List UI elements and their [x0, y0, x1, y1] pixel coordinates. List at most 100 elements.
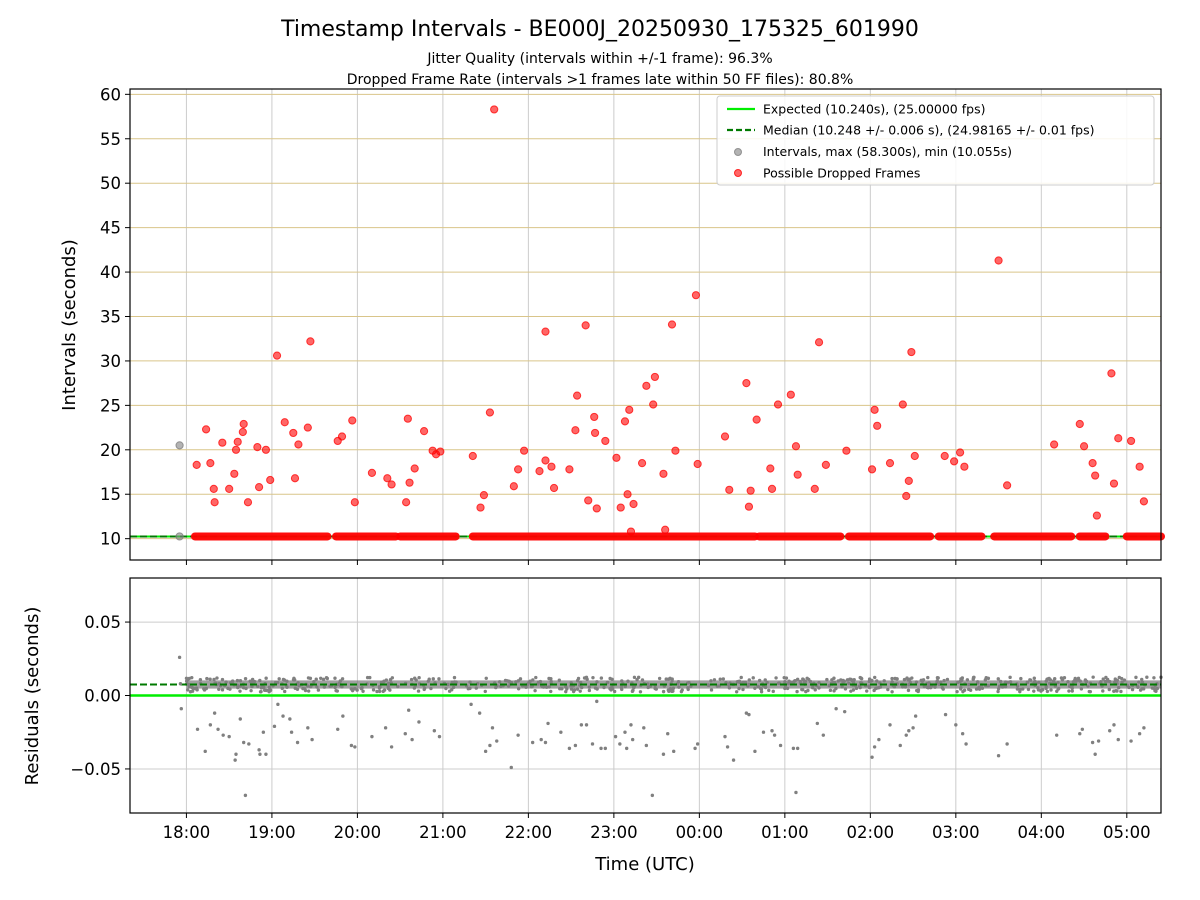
residual-point [276, 702, 280, 707]
dropped-frame-point [584, 496, 593, 505]
residual-point [718, 677, 722, 681]
dropped-frame-point [814, 338, 824, 347]
intervals-series [130, 105, 1165, 541]
residual-point [886, 687, 890, 692]
residual-point [1066, 680, 1070, 684]
residual-point [744, 711, 749, 715]
dropped-frame-point [238, 427, 247, 437]
dropped-frame-point [691, 291, 701, 300]
residual-point [791, 680, 796, 684]
legend-dropped-swatch [734, 169, 742, 177]
residual-point [288, 717, 292, 721]
dropped-frame-point [243, 498, 253, 507]
dropped-frame-point [303, 423, 312, 432]
residual-point [670, 679, 674, 683]
residual-point [477, 711, 482, 715]
residual-point [452, 675, 457, 680]
dropped-frame-point [192, 460, 201, 470]
residual-point [867, 685, 872, 690]
residual-point [243, 676, 248, 681]
residual-point [849, 689, 853, 693]
residual-point [582, 676, 587, 680]
dropped-frame-point [1107, 369, 1116, 378]
residual-point [746, 684, 750, 688]
residual-point [958, 679, 962, 684]
dropped-frame-point [659, 469, 668, 478]
dropped-frame-point [956, 448, 965, 457]
residuals-y-tick-label: 0.05 [84, 613, 121, 632]
dropped-frame-point [490, 105, 499, 114]
residual-point [1078, 731, 1082, 736]
residual-point [915, 688, 919, 693]
residual-point [437, 677, 441, 681]
residual-point [943, 712, 948, 717]
dropped-frame-point [514, 465, 523, 474]
dropped-frame-point [671, 446, 680, 455]
dropped-frame-point [266, 475, 275, 485]
dropped-frame-point [476, 503, 485, 512]
dropped-frame-point [1075, 419, 1084, 429]
residual-point [839, 678, 843, 682]
residuals-y-ticks: 0.05 0.00 −0.05 [70, 613, 130, 779]
dropped-frame-point [337, 432, 347, 441]
residual-point [416, 689, 421, 693]
residual-point [1142, 726, 1146, 730]
residual-point [557, 678, 562, 682]
residual-point [882, 679, 886, 683]
residual-point [638, 690, 643, 694]
residual-point [623, 684, 627, 689]
residual-point [414, 678, 418, 682]
residual-point [785, 686, 790, 691]
residual-point [412, 686, 417, 690]
residual-point [858, 685, 862, 690]
dropped-frame-point [870, 405, 879, 414]
residual-point [365, 675, 370, 680]
residual-point [727, 686, 732, 690]
residual-point [205, 676, 209, 681]
residual-point [178, 682, 183, 686]
residual-point [644, 743, 649, 748]
residual-point [303, 688, 308, 693]
residual-point [975, 680, 980, 684]
dropped-frame-point [1126, 436, 1136, 446]
dropped-frame-point [623, 490, 632, 499]
residual-point [1084, 679, 1089, 684]
chart-title: Timestamp Intervals - BE000J_20250930_17… [280, 17, 919, 42]
residual-point [1048, 678, 1053, 682]
residual-point [238, 689, 242, 693]
residual-point [315, 685, 319, 689]
residual-point [907, 729, 911, 733]
residual-point [795, 746, 800, 751]
residual-point [198, 678, 203, 682]
dropped-frame-point [873, 421, 882, 430]
residual-point [1155, 686, 1160, 691]
residual-point [233, 758, 237, 762]
residual-point [756, 684, 760, 689]
residual-point [623, 730, 627, 734]
residual-point [620, 679, 624, 683]
residual-point [666, 731, 670, 736]
residual-point [695, 742, 700, 746]
residual-point [560, 687, 564, 691]
residual-point [1073, 677, 1077, 681]
residual-point [295, 740, 300, 745]
residual-point [549, 689, 553, 694]
intervals-y-tick-label: 10 [100, 530, 121, 549]
residual-point [215, 676, 219, 680]
residual-point [595, 699, 599, 704]
dropped-frame-point [742, 379, 751, 388]
residual-point [389, 745, 394, 749]
x-tick-label: 21:00 [419, 823, 467, 842]
residual-point [506, 684, 511, 688]
residual-point [904, 733, 908, 737]
residual-point [603, 746, 608, 751]
residual-point [1119, 689, 1123, 694]
dropped-frame-point [402, 498, 411, 507]
residual-point [828, 688, 833, 693]
dropped-frame-point [479, 491, 489, 500]
residual-point [709, 679, 713, 683]
residual-point [842, 709, 847, 714]
residual-point [1112, 689, 1116, 693]
residual-point [996, 754, 1001, 758]
residual-point [454, 680, 458, 684]
